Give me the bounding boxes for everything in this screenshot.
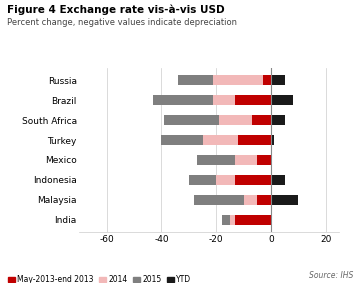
Bar: [153, 95, 213, 105]
Bar: [213, 95, 235, 105]
Legend: May-2013-end 2013, 2014, 2015, YTD: May-2013-end 2013, 2014, 2015, YTD: [5, 272, 194, 283]
Bar: [235, 95, 271, 105]
Bar: [235, 155, 257, 165]
Bar: [271, 175, 284, 185]
Bar: [222, 215, 230, 225]
Bar: [257, 155, 271, 165]
Bar: [189, 175, 216, 185]
Bar: [235, 215, 271, 225]
Text: Figure 4 Exchange rate vis-à-vis USD: Figure 4 Exchange rate vis-à-vis USD: [7, 4, 225, 15]
Bar: [271, 95, 293, 105]
Text: Percent change, negative values indicate depreciation: Percent change, negative values indicate…: [7, 18, 237, 27]
Bar: [194, 195, 244, 205]
Bar: [238, 135, 271, 145]
Bar: [213, 75, 263, 85]
Bar: [230, 215, 235, 225]
Bar: [235, 175, 271, 185]
Bar: [164, 115, 219, 125]
Bar: [271, 75, 284, 85]
Bar: [271, 115, 284, 125]
Bar: [197, 155, 235, 165]
Bar: [271, 135, 274, 145]
Bar: [216, 175, 235, 185]
Bar: [161, 135, 203, 145]
Bar: [257, 195, 271, 205]
Bar: [271, 195, 298, 205]
Bar: [203, 135, 238, 145]
Text: Source: IHS: Source: IHS: [309, 271, 354, 280]
Bar: [244, 195, 257, 205]
Bar: [263, 75, 271, 85]
Bar: [252, 115, 271, 125]
Bar: [178, 75, 213, 85]
Bar: [219, 115, 252, 125]
